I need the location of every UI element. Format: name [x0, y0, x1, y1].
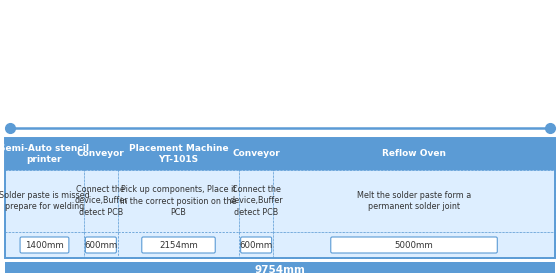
Bar — [118, 170, 239, 232]
Text: 1400mm: 1400mm — [25, 241, 64, 250]
Text: 9754mm: 9754mm — [255, 265, 305, 273]
Text: Solder paste is missed
prepare for welding: Solder paste is missed prepare for weldi… — [0, 191, 90, 211]
Text: Pick up components, Place it
in the correct position on the
PCB: Pick up components, Place it in the corr… — [120, 185, 237, 217]
Bar — [5, 262, 555, 273]
Bar — [84, 232, 118, 258]
Text: Conveyor: Conveyor — [77, 150, 125, 159]
Bar — [273, 170, 555, 232]
Bar — [5, 232, 84, 258]
Text: Connect the
device,Buffer
detect PCB: Connect the device,Buffer detect PCB — [230, 185, 283, 217]
Text: Conveyor: Conveyor — [232, 150, 280, 159]
Bar — [118, 138, 239, 170]
Text: 2154mm: 2154mm — [159, 241, 198, 250]
FancyBboxPatch shape — [241, 237, 272, 253]
Bar — [5, 138, 84, 170]
FancyBboxPatch shape — [20, 237, 69, 253]
Bar — [84, 170, 118, 232]
Bar — [273, 232, 555, 258]
Text: 5000mm: 5000mm — [395, 241, 433, 250]
Bar — [84, 138, 118, 170]
Bar — [5, 170, 84, 232]
Bar — [5, 138, 555, 258]
Bar — [239, 232, 273, 258]
Text: Semi-Auto stencil
printer: Semi-Auto stencil printer — [0, 144, 90, 164]
Text: Connect the
device,Buffer
detect PCB: Connect the device,Buffer detect PCB — [74, 185, 128, 217]
Text: Placement Machine
YT-101S: Placement Machine YT-101S — [129, 144, 228, 164]
Bar — [273, 138, 555, 170]
Text: Melt the solder paste form a
permanent solder joint: Melt the solder paste form a permanent s… — [357, 191, 471, 211]
FancyBboxPatch shape — [85, 237, 116, 253]
Bar — [118, 232, 239, 258]
Text: 600mm: 600mm — [84, 241, 118, 250]
Bar — [239, 138, 273, 170]
FancyBboxPatch shape — [331, 237, 497, 253]
Text: 600mm: 600mm — [240, 241, 273, 250]
FancyBboxPatch shape — [142, 237, 215, 253]
Bar — [239, 170, 273, 232]
Text: Reflow Oven: Reflow Oven — [382, 150, 446, 159]
